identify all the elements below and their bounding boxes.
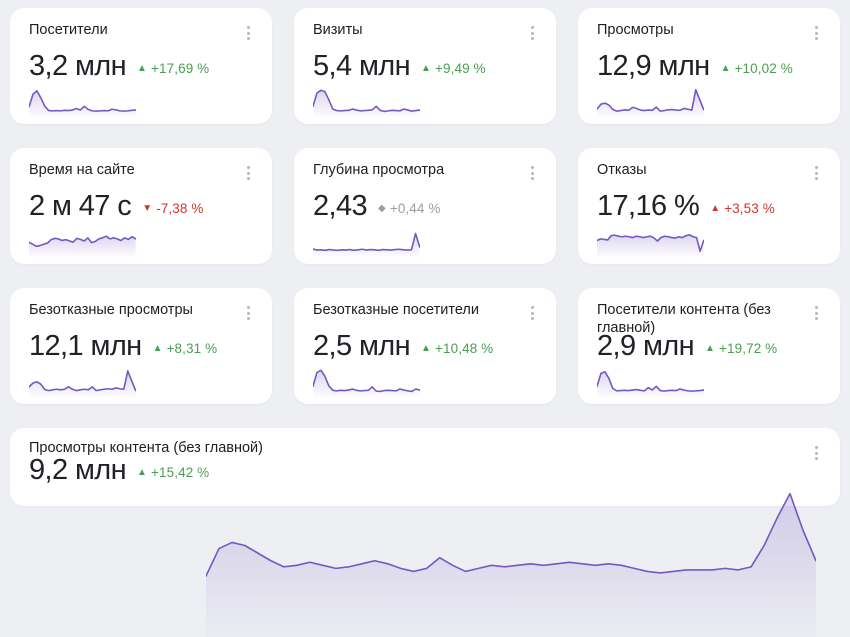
metric-value: 9,2 млн (29, 454, 127, 486)
sparkline-chart (313, 85, 420, 117)
metric-value: 12,1 млн (29, 330, 142, 362)
kebab-menu-icon[interactable] (807, 23, 825, 43)
trend-up-icon: ▲ (720, 62, 731, 74)
metric-card-time-on-site[interactable]: Время на сайте 2 м 47 с ▼ -7,38 % (10, 148, 272, 264)
metric-value: 2,5 млн (313, 330, 411, 362)
sparkline-chart (597, 365, 704, 397)
metric-value: 2 м 47 с (29, 190, 132, 222)
card-title: Просмотры контента (без главной) (29, 440, 263, 456)
card-title: Безотказные посетители (313, 302, 479, 318)
change-value: +15,42 % (151, 465, 210, 481)
trend-up-icon: ▲ (421, 342, 432, 354)
sparkline-chart (313, 365, 420, 397)
metric-card-content-views[interactable]: Просмотры контента (без главной) 9,2 млн… (10, 428, 840, 637)
change-badge: ▼ -7,38 % (142, 201, 203, 216)
change-badge: ▲ +15,42 % (137, 465, 209, 480)
change-badge: ▲ +10,02 % (721, 61, 793, 76)
kebab-menu-icon[interactable] (523, 303, 541, 323)
card-title: Визиты (313, 22, 363, 38)
card-title: Безотказные просмотры (29, 302, 193, 318)
kebab-menu-icon[interactable] (239, 303, 257, 323)
change-value: +17,69 % (151, 61, 210, 77)
metric-card-visits[interactable]: Визиты 5,4 млн ▲ +9,49 % (294, 8, 556, 124)
change-badge: ◆ +0,44 % (378, 201, 440, 216)
metric-card-depth[interactable]: Глубина просмотра 2,43 ◆ +0,44 % (294, 148, 556, 264)
change-value: +19,72 % (719, 341, 778, 357)
change-badge: ▲ +9,49 % (421, 61, 486, 76)
change-badge: ▲ +19,72 % (705, 341, 777, 356)
sparkline-chart (29, 225, 136, 257)
metric-value: 12,9 млн (597, 50, 710, 82)
sparkline-chart (313, 225, 420, 257)
card-title: Посетители (29, 22, 108, 38)
change-value: -7,38 % (156, 201, 204, 217)
change-badge: ▲ +17,69 % (137, 61, 209, 76)
change-value: +8,31 % (166, 341, 218, 357)
sparkline-chart (29, 365, 136, 397)
trend-up-icon: ▲ (421, 62, 432, 74)
metric-value: 2,43 (313, 190, 368, 222)
metric-card-bounces[interactable]: Отказы 17,16 % ▲ +3,53 % (578, 148, 840, 264)
trend-flat-icon: ◆ (378, 202, 386, 214)
metric-card-visitors[interactable]: Посетители 3,2 млн ▲ +17,69 % (10, 8, 272, 124)
change-value: +0,44 % (389, 201, 441, 217)
sparkline-chart (206, 454, 816, 637)
metric-value: 5,4 млн (313, 50, 411, 82)
change-badge: ▲ +10,48 % (421, 341, 493, 356)
kebab-menu-icon[interactable] (807, 443, 825, 463)
change-value: +9,49 % (435, 61, 486, 77)
card-title: Глубина просмотра (313, 162, 445, 178)
metric-card-bouncefree-visitors[interactable]: Безотказные посетители 2,5 млн ▲ +10,48 … (294, 288, 556, 404)
kebab-menu-icon[interactable] (523, 23, 541, 43)
trend-up-icon: ▲ (705, 342, 716, 354)
trend-up-icon: ▲ (137, 466, 148, 478)
metric-value: 3,2 млн (29, 50, 127, 82)
card-title: Время на сайте (29, 162, 135, 178)
kebab-menu-icon[interactable] (239, 23, 257, 43)
metric-card-content-visitors[interactable]: Посетители контента (без главной) 2,9 мл… (578, 288, 840, 404)
trend-up-icon: ▲ (137, 62, 148, 74)
card-title: Посетители контента (без главной) (597, 302, 771, 336)
metric-value: 17,16 % (597, 190, 700, 222)
sparkline-chart (597, 225, 704, 257)
change-value: +3,53 % (724, 201, 775, 217)
change-value: +10,48 % (435, 341, 494, 357)
dashboard-grid: Посетители 3,2 млн ▲ +17,69 % Визиты 5,4… (10, 8, 840, 637)
change-badge: ▲ +3,53 % (710, 201, 775, 216)
sparkline-chart (29, 85, 136, 117)
metric-card-bouncefree-views[interactable]: Безотказные просмотры 12,1 млн ▲ +8,31 % (10, 288, 272, 404)
change-badge: ▲ +8,31 % (153, 341, 218, 356)
card-title: Просмотры (597, 22, 674, 38)
kebab-menu-icon[interactable] (523, 163, 541, 183)
metric-card-pageviews[interactable]: Просмотры 12,9 млн ▲ +10,02 % (578, 8, 840, 124)
kebab-menu-icon[interactable] (807, 163, 825, 183)
kebab-menu-icon[interactable] (239, 163, 257, 183)
metric-value: 2,9 млн (597, 330, 695, 362)
change-value: +10,02 % (734, 61, 793, 77)
trend-up-icon: ▲ (152, 342, 163, 354)
trend-down-icon: ▼ (142, 202, 153, 214)
trend-up-icon: ▲ (710, 202, 721, 214)
sparkline-chart (597, 85, 704, 117)
kebab-menu-icon[interactable] (807, 303, 825, 323)
card-title: Отказы (597, 162, 647, 178)
